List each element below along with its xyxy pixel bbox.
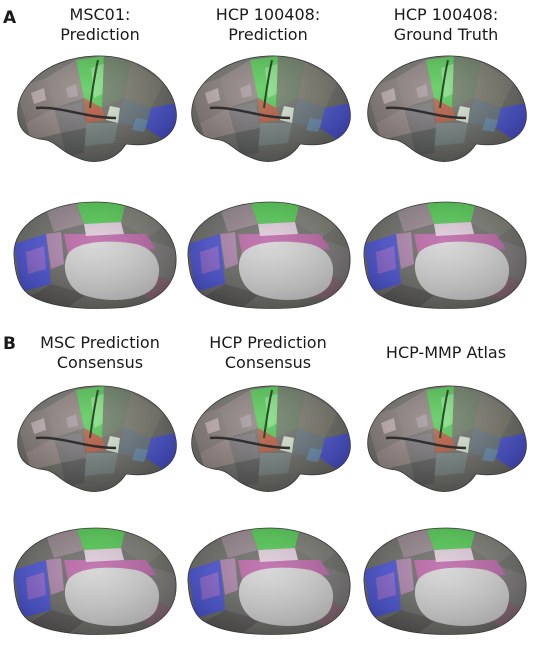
panel-label-b: B (3, 334, 16, 354)
cortical-surface-render (367, 385, 527, 492)
panel-label-a: A (3, 8, 17, 28)
cortical-surface-render (367, 55, 527, 162)
cortical-surface-render (363, 527, 527, 635)
cortical-surface-render (17, 385, 177, 492)
cortical-surface-render (187, 201, 351, 309)
brain-medial-hcp-consensus (180, 520, 356, 640)
cortical-surface-render (17, 55, 177, 162)
cortical-surface-render (187, 527, 351, 635)
cortical-surface-render (13, 527, 177, 635)
cortical-surface-render (191, 55, 351, 162)
brain-medial-hcp-mmp-atlas (356, 520, 532, 640)
cortical-surface-render (13, 201, 177, 309)
brain-lateral-msc-consensus (6, 378, 182, 498)
brain-lateral-msc01-prediction (6, 48, 182, 168)
brain-lateral-hcp-prediction (180, 48, 356, 168)
title-hcp-ground-truth: HCP 100408: Ground Truth (393, 5, 499, 44)
title-hcp-consensus: HCP Prediction Consensus (209, 333, 327, 372)
title-hcp-prediction: HCP 100408: Prediction (215, 5, 321, 44)
brain-lateral-hcp-ground-truth (356, 48, 532, 168)
title-msc-consensus: MSC Prediction Consensus (40, 333, 160, 372)
brain-lateral-hcp-consensus (180, 378, 356, 498)
brain-medial-hcp-prediction (180, 194, 356, 314)
brain-medial-hcp-ground-truth (356, 194, 532, 314)
cortical-surface-render (191, 385, 351, 492)
title-hcp-mmp-atlas: HCP-MMP Atlas (385, 343, 507, 362)
brain-medial-msc01-prediction (6, 194, 182, 314)
brain-medial-msc-consensus (6, 520, 182, 640)
cortical-surface-render (363, 201, 527, 309)
brain-lateral-hcp-mmp-atlas (356, 378, 532, 498)
title-msc01-prediction: MSC01: Prediction (60, 5, 140, 44)
